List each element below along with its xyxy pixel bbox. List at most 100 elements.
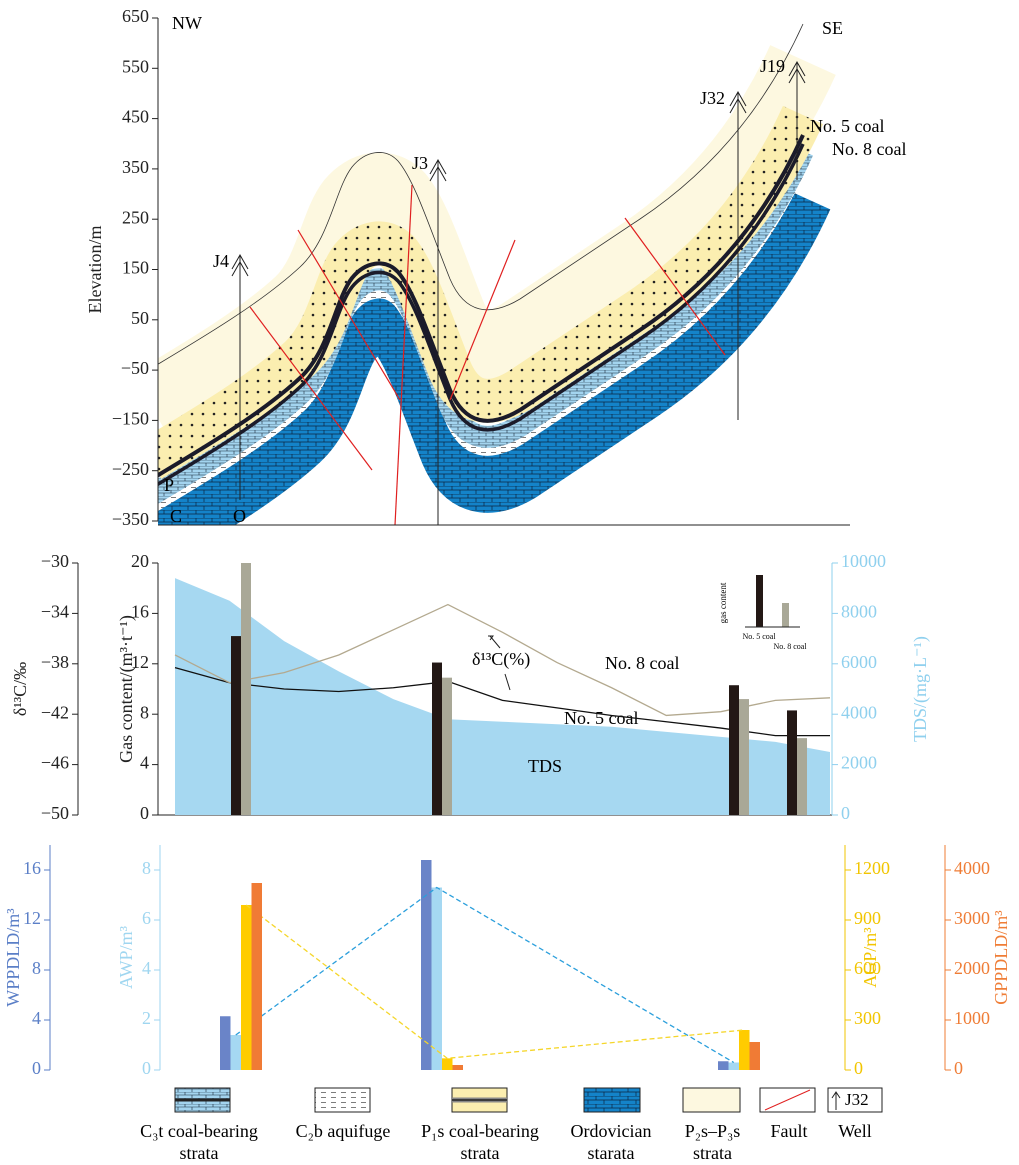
tick-label: 350 — [122, 157, 149, 177]
trend-line — [236, 888, 734, 1063]
well-label: J3 — [412, 153, 428, 173]
bar — [432, 888, 443, 1071]
axis-title: TDS/(mg·L⁻¹) — [910, 636, 931, 742]
tick-label: 150 — [122, 258, 149, 278]
well-label: J32 — [700, 88, 725, 108]
tick-label: 4000 — [841, 702, 877, 722]
tick-label: 0 — [954, 1058, 963, 1078]
legend-label: Ordovician starata — [556, 1120, 666, 1164]
tick-label: −150 — [112, 409, 149, 429]
tick-label: 250 — [122, 207, 149, 227]
tick-label: 300 — [854, 1008, 881, 1028]
tick-label: 8 — [32, 958, 41, 978]
axis-title: WPPDLD/m³ — [3, 908, 23, 1007]
bar — [220, 1016, 231, 1070]
bar — [421, 860, 432, 1070]
tick-label: 20 — [131, 551, 149, 571]
bar — [750, 1042, 761, 1070]
tick-label: 10000 — [841, 551, 886, 571]
tick-label: 4 — [142, 958, 151, 978]
bar — [739, 1030, 750, 1070]
tick-label: 12 — [23, 908, 41, 928]
inset-legend-label: No. 5 coal — [742, 632, 776, 641]
tick-label: 0 — [142, 1058, 151, 1078]
bar — [241, 905, 252, 1070]
inset-bar — [782, 603, 789, 627]
tick-label: 8000 — [841, 602, 877, 622]
legend-icon-text: J32 — [845, 1090, 869, 1109]
tick-label: 8 — [140, 702, 149, 722]
tick-label: 50 — [131, 308, 149, 328]
inset-legend-label: No. 8 coal — [773, 642, 807, 651]
tick-label: 0 — [854, 1058, 863, 1078]
tick-label: 0 — [140, 803, 149, 823]
line-label: No. 5 coal — [564, 708, 638, 728]
tick-label: −50 — [121, 358, 149, 378]
inset-label: gas content — [718, 582, 728, 623]
bar — [453, 1065, 464, 1070]
tick-label: 2 — [142, 1008, 151, 1028]
chart: NW SE J4 J3 J32 J19 No. 5 coal No. 8 coa… — [0, 0, 1019, 1165]
bar — [231, 1035, 242, 1070]
tick-label: 2000 — [841, 753, 877, 773]
legend-label: Fault — [759, 1120, 819, 1142]
end-label: SE — [822, 18, 843, 38]
seam-label: No. 5 coal — [810, 116, 884, 136]
axis-title: GPPDLD/m³ — [991, 910, 1011, 1005]
line-label: No. 8 coal — [605, 653, 679, 673]
well-label: J19 — [760, 56, 785, 76]
bar — [718, 1061, 729, 1070]
legend-label: P₂s–P₃s strata — [665, 1120, 760, 1164]
unit-label: P — [164, 475, 174, 495]
figure: NW SE J4 J3 J32 J19 No. 5 coal No. 8 coa… — [0, 0, 1019, 1165]
axis-title: Gas content/(m³·t⁻¹) — [116, 615, 137, 763]
tick-label: −350 — [112, 509, 149, 529]
tick-label: 450 — [122, 107, 149, 127]
axis-title: AWP/m³ — [116, 925, 136, 989]
tick-label: −30 — [41, 551, 69, 571]
unit-label: C — [170, 506, 182, 526]
bar — [729, 685, 739, 815]
area-label: TDS — [528, 756, 562, 776]
bar — [252, 883, 263, 1070]
bar — [787, 710, 797, 815]
tick-label: 2000 — [954, 958, 990, 978]
tick-label: −50 — [41, 803, 69, 823]
inset-bar — [756, 575, 763, 627]
tick-label: 1000 — [954, 1008, 990, 1028]
end-label: NW — [172, 13, 202, 33]
annotation: δ¹³C(%) — [472, 649, 530, 670]
legend-label: C₂b aquifuge — [278, 1120, 408, 1142]
tick-label: 900 — [854, 908, 881, 928]
bar — [241, 563, 251, 815]
bar — [797, 738, 807, 815]
bar — [739, 699, 749, 815]
legend-icons — [175, 1088, 882, 1112]
axis-title: AGP/m³ — [860, 927, 880, 988]
well-label: J4 — [213, 251, 229, 271]
tick-label: 16 — [23, 858, 41, 878]
tick-label: 8 — [142, 858, 151, 878]
unit-label: O — [233, 506, 246, 526]
tick-label: 4 — [140, 753, 149, 773]
tick-label: 1200 — [854, 858, 890, 878]
trend-line — [246, 905, 744, 1058]
tick-label: −38 — [41, 652, 69, 672]
bar — [729, 1063, 740, 1071]
legend-label: P₁s coal-bearing strata — [405, 1120, 555, 1164]
bar — [432, 663, 442, 815]
tick-label: 6000 — [841, 652, 877, 672]
tick-label: −250 — [112, 459, 149, 479]
tick-label: −34 — [41, 602, 69, 622]
tick-label: −46 — [41, 753, 69, 773]
seam-label: No. 8 coal — [832, 139, 906, 159]
legend-label: C₃t coal-bearing strata — [124, 1120, 274, 1164]
tick-label: 650 — [122, 6, 149, 26]
tick-label: 0 — [841, 803, 850, 823]
bar — [442, 678, 452, 815]
tick-label: −42 — [41, 702, 69, 722]
bar — [231, 636, 241, 815]
tick-label: 0 — [32, 1058, 41, 1078]
tick-label: 6 — [142, 908, 151, 928]
tick-label: 4000 — [954, 858, 990, 878]
